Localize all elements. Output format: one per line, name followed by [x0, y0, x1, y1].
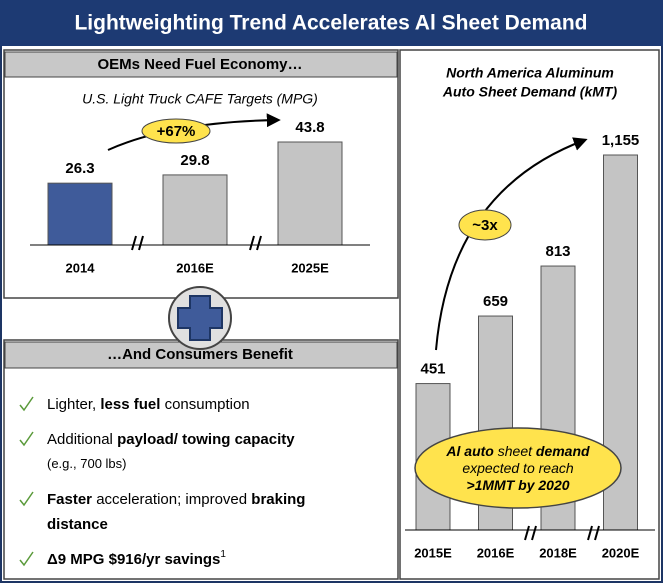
- value-label: 659: [483, 293, 508, 310]
- text-part: (e.g., 700 lbs): [47, 456, 127, 471]
- value-label: 43.8: [295, 119, 324, 136]
- bar: [162, 174, 228, 246]
- text-part: sheet: [494, 443, 536, 459]
- text-part: consumption: [160, 396, 249, 413]
- text-part: Δ9 MPG $916/yr savings: [47, 551, 220, 568]
- text-part: >1MMT by 2020: [466, 477, 569, 493]
- annotation-bubble: [458, 209, 512, 241]
- bar: [47, 182, 113, 246]
- text-line: (e.g., 700 lbs): [47, 456, 127, 471]
- value-label: 451: [420, 361, 445, 378]
- left-header: OEMs Need Fuel Economy…: [97, 56, 302, 73]
- value-label: 813: [545, 243, 570, 260]
- text-part: braking: [251, 491, 305, 508]
- title-banner: [0, 0, 663, 46]
- category-label: 2016E: [176, 260, 214, 275]
- slide-title: Lightweighting Trend Accelerates Al Shee…: [74, 12, 587, 35]
- chart-title: U.S. Light Truck CAFE Targets (MPG): [82, 91, 318, 107]
- text-line: Additional payload/ towing capacity: [47, 431, 295, 448]
- text-line: distance: [47, 516, 108, 533]
- text-part: Additional: [47, 431, 117, 448]
- category-label: 2018E: [539, 545, 577, 560]
- chart-title: North America Aluminum: [446, 65, 614, 81]
- value-label: 1,155: [602, 132, 640, 149]
- bar: [277, 141, 343, 246]
- text-part: payload/ towing capacity: [117, 431, 295, 448]
- checkmark: [19, 431, 34, 447]
- text-line: Lighter, less fuel consumption: [47, 396, 250, 413]
- text-line: >1MMT by 2020: [466, 477, 569, 493]
- value-label: 26.3: [65, 160, 94, 177]
- text-line: Faster acceleration; improved braking: [47, 491, 305, 508]
- bottom-header: …And Consumers Benefit: [107, 346, 293, 363]
- text-line: expected to reach: [462, 460, 574, 476]
- checkmark: [19, 396, 34, 412]
- category-label: 2016E: [477, 545, 515, 560]
- text-part: distance: [47, 516, 108, 533]
- axis-breaks: [131, 235, 600, 541]
- category-label: 2014: [66, 260, 96, 275]
- checkmark: [19, 491, 34, 507]
- annotation: +67%: [157, 123, 196, 140]
- text-line: Al auto sheet demand: [445, 443, 590, 459]
- text-line: Δ9 MPG $916/yr savings1: [47, 549, 226, 568]
- category-label: 2025E: [291, 260, 329, 275]
- text-part: Lighter,: [47, 396, 100, 413]
- bottom-panel: [3, 339, 399, 580]
- text-part: Al auto: [445, 443, 494, 459]
- category-label: 2015E: [414, 545, 452, 560]
- text-part: Faster: [47, 491, 92, 508]
- text-part: demand: [536, 443, 590, 459]
- annotation: ~3x: [472, 217, 498, 234]
- left-header-bar: [4, 51, 398, 78]
- callout-bubble: [414, 427, 622, 509]
- checkmark: [19, 551, 34, 567]
- text-part: expected to reach: [462, 460, 574, 476]
- category-label: 2020E: [602, 545, 640, 560]
- text-part: 1: [220, 549, 226, 560]
- annotation-bubble: [141, 118, 211, 144]
- chart-title: Auto Sheet Demand (kMT): [442, 84, 618, 100]
- value-label: 29.8: [180, 152, 209, 169]
- text-part: acceleration; improved: [92, 491, 251, 508]
- text-part: less fuel: [100, 396, 160, 413]
- plus-icon: [168, 286, 232, 350]
